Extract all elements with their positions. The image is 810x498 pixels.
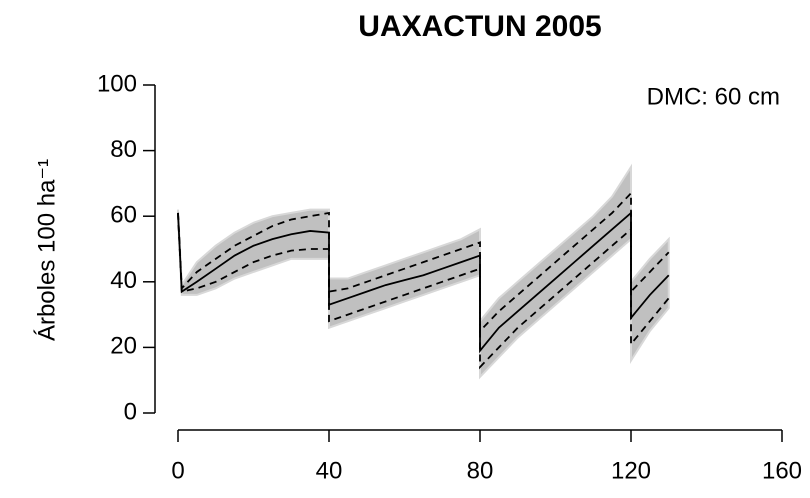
x-tick-label: 40 <box>316 457 343 484</box>
band <box>177 163 670 380</box>
y-tick-label: 80 <box>110 136 137 163</box>
dashed-line <box>177 212 670 370</box>
x-tick-label: 160 <box>762 457 802 484</box>
y-tick-label: 60 <box>110 202 137 229</box>
x-tick-label: 80 <box>467 457 494 484</box>
dashed-line <box>177 191 670 334</box>
y-tick-label: 20 <box>110 333 137 360</box>
chart-title: UAXACTUN 2005 <box>358 10 601 43</box>
x-tick-label: 120 <box>611 457 651 484</box>
y-axis-label: Árboles 100 ha⁻¹ <box>33 159 60 341</box>
y-tick-label: 100 <box>97 70 137 97</box>
mean-line <box>177 210 670 354</box>
x-tick-label: 0 <box>171 457 184 484</box>
y-tick-label: 40 <box>110 267 137 294</box>
y-tick-label: 0 <box>124 398 137 425</box>
annotation: DMC: 60 cm <box>647 83 780 110</box>
